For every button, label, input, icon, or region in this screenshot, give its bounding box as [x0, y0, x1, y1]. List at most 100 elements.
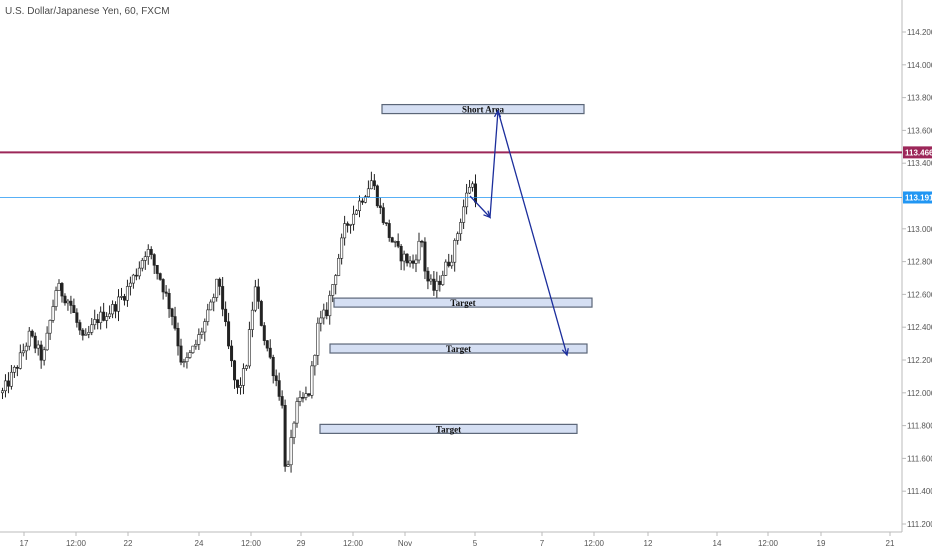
candles — [0, 171, 478, 473]
candle-body — [149, 249, 153, 255]
candle-body — [36, 344, 40, 349]
candle-body — [236, 379, 240, 388]
candle-body — [259, 301, 263, 326]
candle-body — [15, 366, 19, 369]
candle-body — [319, 317, 323, 324]
zone-box — [319, 423, 578, 434]
candle-body — [280, 396, 284, 406]
candle-body — [435, 280, 439, 291]
candle-body — [12, 366, 16, 373]
candle-body — [325, 309, 329, 317]
candle-body — [93, 319, 97, 326]
candle-body — [176, 328, 180, 347]
x-tick-label: 5 — [473, 539, 478, 548]
price-tag — [903, 191, 932, 204]
candle-body — [277, 380, 281, 397]
y-tick-label: 111.200 — [907, 520, 932, 529]
x-tick-label: 19 — [817, 539, 826, 548]
candle-body — [387, 223, 391, 238]
candle-body — [372, 180, 376, 187]
candle-body — [48, 320, 52, 334]
candle-body — [72, 305, 76, 314]
candle-body — [340, 237, 344, 259]
y-tick-label: 112.200 — [907, 356, 932, 365]
candle-body — [402, 253, 406, 262]
candle-body — [155, 264, 159, 274]
candle-body — [444, 261, 448, 276]
candle-body — [292, 422, 296, 438]
y-tick-label: 113.600 — [907, 126, 932, 135]
candle-body — [203, 321, 207, 333]
candle-body — [304, 393, 308, 398]
candle-body — [39, 344, 43, 361]
candle-body — [346, 223, 350, 226]
candle-body — [456, 233, 460, 241]
zone-label: Short Area — [462, 105, 505, 115]
candle-body — [164, 291, 168, 294]
candle-body — [360, 200, 364, 203]
candle-body — [310, 365, 314, 396]
candle-body — [27, 330, 31, 347]
candle-body — [108, 313, 112, 317]
candle-body — [227, 321, 231, 347]
candle-body — [274, 375, 278, 381]
candle-body — [429, 278, 433, 282]
candle-body — [167, 292, 171, 310]
y-tick-label: 114.000 — [907, 61, 932, 70]
candle-body — [102, 311, 106, 321]
x-tick-label: 17 — [20, 539, 29, 548]
x-tick-label: Nov — [398, 539, 412, 548]
candle-body — [363, 196, 367, 203]
candle-body — [18, 352, 22, 369]
candle-body — [51, 306, 55, 321]
candle-body — [128, 282, 132, 287]
candle-body — [134, 274, 138, 277]
zone-box — [329, 343, 588, 354]
candle-body — [396, 241, 400, 247]
candle-body — [352, 213, 356, 225]
candle-body — [399, 245, 403, 262]
x-tick-label: 24 — [195, 539, 204, 548]
candle-body — [173, 316, 177, 329]
candle-body — [78, 322, 82, 331]
candle-body — [438, 280, 442, 285]
candle-body — [21, 350, 25, 354]
candle-body — [111, 304, 115, 315]
candle-body — [143, 256, 147, 261]
candle-body — [146, 249, 150, 258]
candle-body — [30, 330, 34, 337]
candle-body — [301, 397, 305, 399]
candle-body — [268, 347, 272, 358]
candle-body — [417, 240, 421, 261]
candle-body — [182, 361, 186, 363]
x-tick-label: 7 — [540, 539, 545, 548]
candle-body — [381, 207, 385, 223]
candle-body — [137, 267, 141, 277]
x-tick-label: 29 — [297, 539, 306, 548]
candle-body — [57, 283, 61, 291]
candle-body — [3, 380, 7, 392]
candle-body — [322, 309, 326, 319]
zone-label: Target — [450, 298, 475, 308]
candle-body — [218, 278, 222, 287]
y-tick-label: 113.000 — [907, 225, 932, 234]
candle-body — [224, 308, 228, 322]
y-tick-label: 113.400 — [907, 159, 932, 168]
candle-body — [87, 332, 91, 335]
candle-body — [450, 261, 454, 267]
candle-body — [253, 286, 257, 311]
y-tick-label: 113.800 — [907, 94, 932, 103]
candle-body — [447, 261, 451, 267]
x-tick-label: 14 — [713, 539, 722, 548]
candle-body — [244, 365, 248, 369]
candle-body — [122, 296, 126, 301]
candle-body — [230, 345, 234, 362]
candle-body — [295, 401, 299, 424]
candle-body — [179, 345, 183, 363]
x-axis: 17 12:00 22 24 12:00 29 12:00 Nov 5 7 12:00 12 14 12:… — [20, 532, 895, 548]
candle-body — [99, 311, 103, 324]
candle-body — [411, 260, 415, 264]
candle-body — [81, 329, 85, 336]
candle-body — [414, 259, 418, 264]
candle-body — [283, 405, 287, 467]
